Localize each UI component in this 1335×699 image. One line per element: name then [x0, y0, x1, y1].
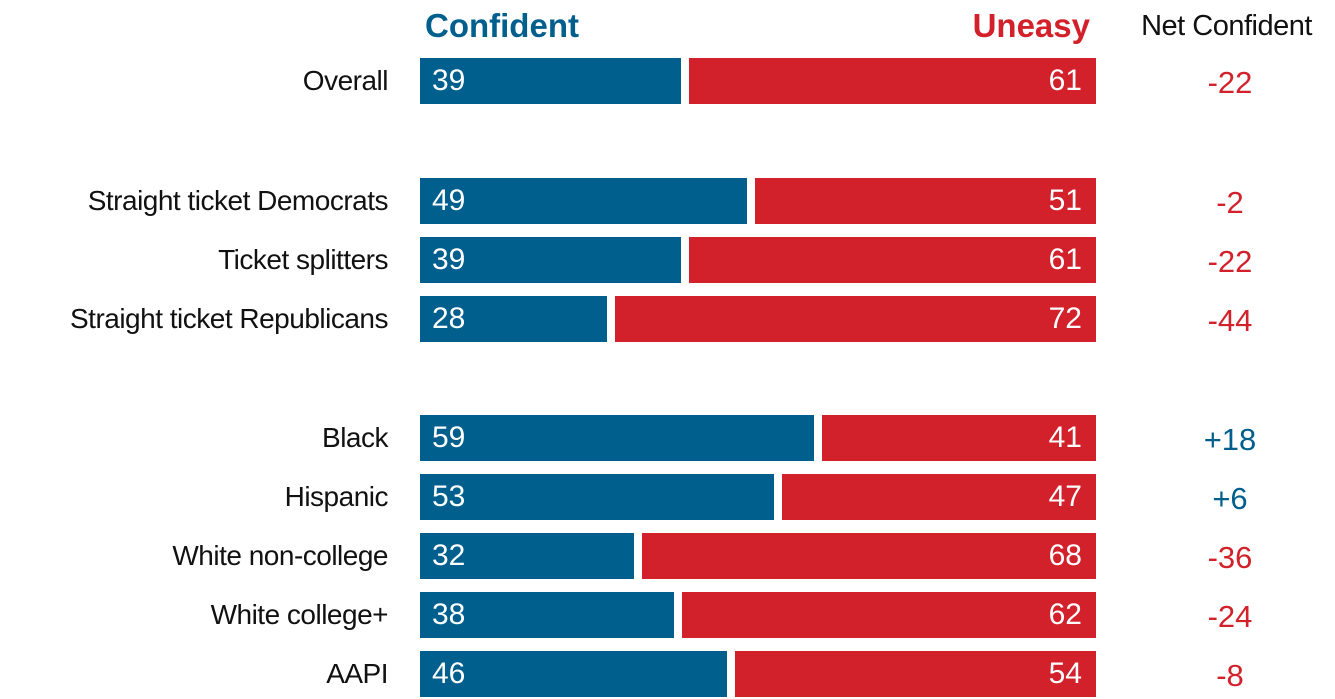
- net-confident-value: -22: [1207, 244, 1253, 279]
- confident-value-label: 39: [432, 243, 466, 276]
- confident-bar: [420, 178, 747, 224]
- uneasy-value-label: 47: [1048, 480, 1082, 513]
- net-confident-value: -22: [1207, 65, 1253, 100]
- uneasy-value-label: 68: [1048, 539, 1082, 572]
- net-confident-value: -8: [1216, 658, 1244, 693]
- row-label: AAPI: [326, 658, 388, 689]
- uneasy-bar: [782, 474, 1096, 520]
- row-label: Overall: [302, 65, 389, 96]
- uneasy-header: Uneasy: [972, 7, 1090, 44]
- confident-bar: [420, 296, 607, 342]
- confident-value-label: 28: [432, 302, 466, 335]
- uneasy-bar: [682, 592, 1096, 638]
- net-confident-value: -44: [1207, 303, 1253, 338]
- uneasy-value-label: 61: [1048, 243, 1082, 276]
- confident-bar: [420, 237, 681, 283]
- uneasy-bar: [735, 651, 1096, 697]
- confident-bar: [420, 592, 674, 638]
- confident-value-label: 32: [432, 539, 466, 572]
- uneasy-value-label: 51: [1048, 184, 1082, 217]
- confident-value-label: 59: [432, 421, 466, 454]
- row-label: Ticket splitters: [218, 244, 388, 275]
- confident-bar: [420, 533, 634, 579]
- row-label: Straight ticket Democrats: [87, 185, 389, 216]
- confident-value-label: 38: [432, 598, 466, 631]
- uneasy-value-label: 54: [1048, 657, 1082, 690]
- uneasy-value-label: 62: [1048, 598, 1082, 631]
- row-label: Straight ticket Republicans: [69, 303, 389, 334]
- uneasy-value-label: 72: [1048, 302, 1082, 335]
- confident-value-label: 53: [432, 480, 466, 513]
- confident-bar: [420, 415, 814, 461]
- row-label: Hispanic: [284, 481, 389, 512]
- row-label: White college+: [210, 599, 389, 630]
- net-confident-value: +18: [1203, 422, 1257, 457]
- uneasy-bar: [642, 533, 1096, 579]
- confident-bar: [420, 58, 681, 104]
- row-label: White non-college: [172, 540, 388, 571]
- confident-value-label: 46: [432, 657, 466, 690]
- uneasy-bar: [689, 237, 1096, 283]
- net-confident-value: -24: [1207, 599, 1253, 634]
- uneasy-bar: [615, 296, 1096, 342]
- uneasy-bar: [822, 415, 1096, 461]
- net-confident-header: Net Confident: [1141, 10, 1312, 42]
- confident-header: Confident: [425, 7, 579, 44]
- uneasy-value-label: 61: [1048, 64, 1082, 97]
- confident-bar: [420, 474, 774, 520]
- net-confident-value: -2: [1216, 185, 1244, 220]
- confident-value-label: 49: [432, 184, 466, 217]
- confident-bar: [420, 651, 727, 697]
- uneasy-value-label: 41: [1048, 421, 1082, 454]
- net-confident-value: -36: [1207, 540, 1253, 575]
- row-label: Black: [322, 422, 388, 453]
- uneasy-bar: [755, 178, 1096, 224]
- net-confident-value: +6: [1212, 481, 1248, 516]
- uneasy-bar: [689, 58, 1096, 104]
- confident-value-label: 39: [432, 64, 466, 97]
